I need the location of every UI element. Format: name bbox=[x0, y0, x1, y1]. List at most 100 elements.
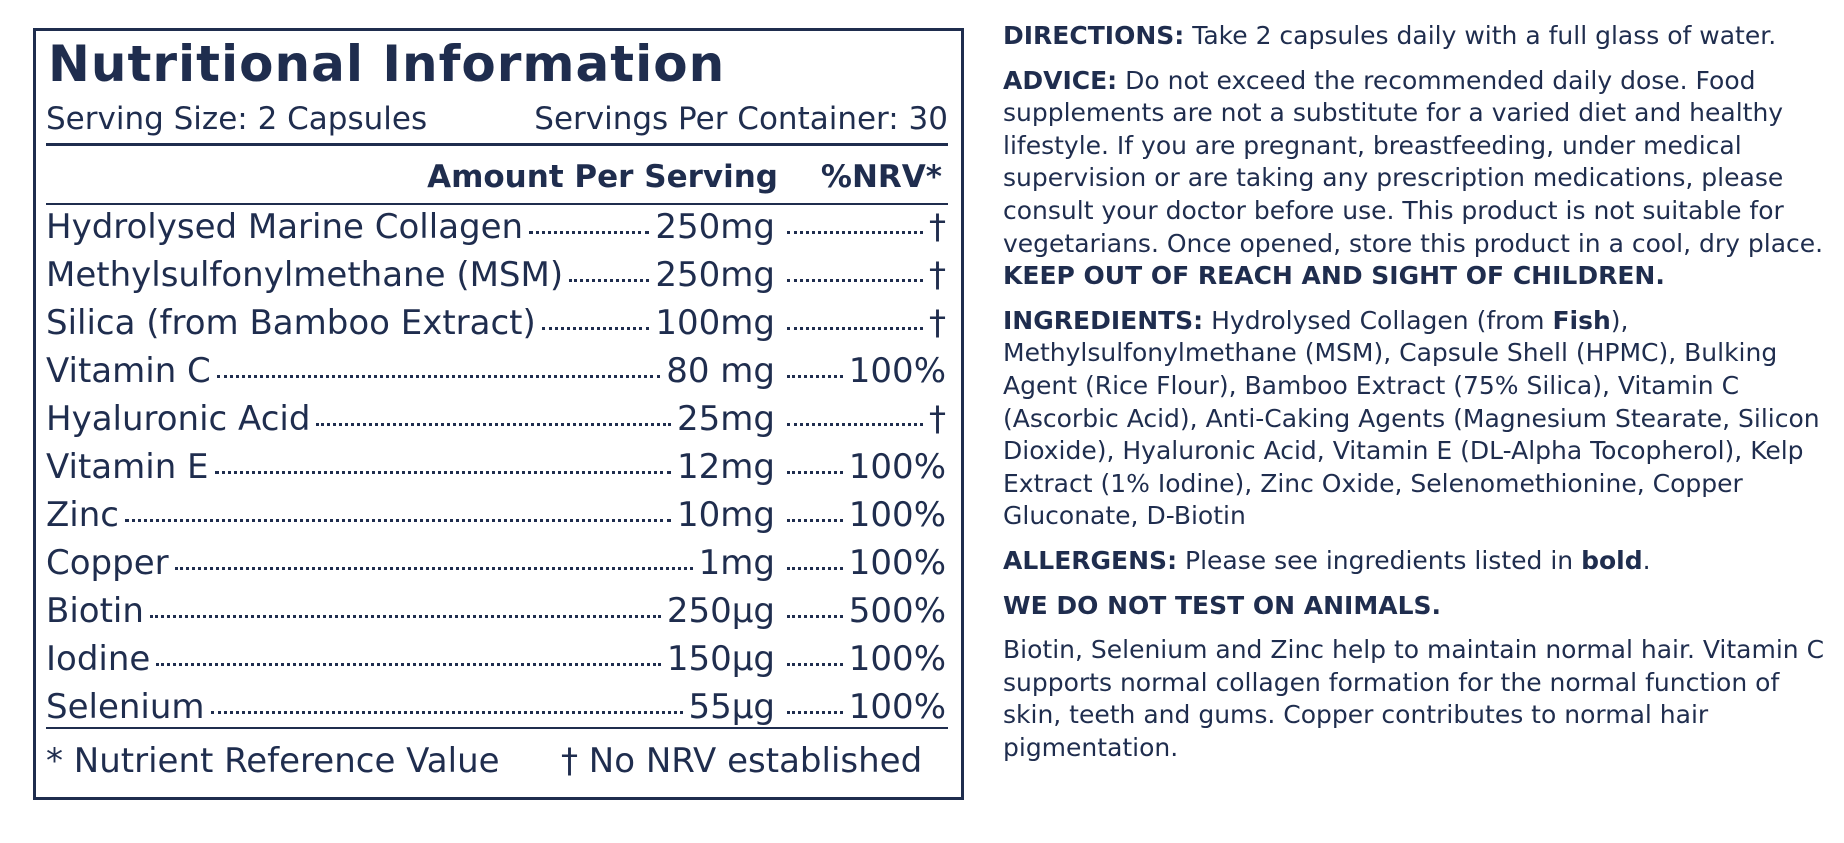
row-left: Biotin 250µg bbox=[46, 591, 775, 631]
row-right: † bbox=[775, 303, 946, 343]
bold-text: bold bbox=[1581, 545, 1643, 575]
nutrient-row: Selenium 55µg 100% bbox=[46, 687, 948, 735]
dot-leader bbox=[787, 615, 843, 618]
dot-leader bbox=[541, 327, 650, 330]
row-left: Copper 1mg bbox=[46, 543, 775, 583]
nutrient-row: Vitamin C 80 mg 100% bbox=[46, 351, 948, 399]
nutrient-nrv: 100% bbox=[848, 495, 946, 535]
nutrient-amount: 250µg bbox=[666, 591, 775, 631]
row-right: † bbox=[775, 255, 946, 295]
row-left: Zinc 10mg bbox=[46, 495, 775, 535]
nutrient-name: Vitamin E bbox=[46, 447, 209, 487]
serving-size: Serving Size: 2 Capsules bbox=[46, 101, 428, 137]
bold-text: KEEP OUT OF REACH AND SIGHT OF CHILDREN. bbox=[1003, 261, 1665, 291]
text-section: ALLERGENS: Please see ingredients listed… bbox=[1003, 545, 1831, 578]
dot-leader bbox=[787, 663, 843, 666]
text: Biotin, Selenium and Zinc help to mainta… bbox=[1003, 635, 1832, 762]
row-right: 100% bbox=[775, 495, 946, 535]
nutrient-nrv: 100% bbox=[848, 543, 946, 583]
dot-leader bbox=[787, 567, 843, 570]
row-left: Vitamin E 12mg bbox=[46, 447, 775, 487]
nutrient-name: Biotin bbox=[46, 591, 144, 631]
nutrient-name: Vitamin C bbox=[46, 351, 211, 391]
nutrient-amount: 1mg bbox=[698, 543, 775, 583]
row-left: Hyaluronic Acid 25mg bbox=[46, 399, 775, 439]
text: Please see ingredients listed in bbox=[1177, 545, 1582, 575]
dot-leader bbox=[787, 375, 843, 378]
row-right: 100% bbox=[775, 639, 946, 679]
nutrient-row: Methylsulfonylmethane (MSM) 250mg † bbox=[46, 255, 948, 303]
nutrient-name: Methylsulfonylmethane (MSM) bbox=[46, 255, 564, 295]
header-nrv: %NRV* bbox=[820, 159, 942, 195]
nutrient-nrv: † bbox=[929, 399, 946, 439]
header-amount: Amount Per Serving bbox=[427, 159, 778, 195]
nutrient-row: Zinc 10mg 100% bbox=[46, 495, 948, 543]
row-left: Hydrolysed Marine Collagen 250mg bbox=[46, 207, 775, 247]
dot-leader bbox=[787, 711, 843, 714]
bold-text: ALLERGENS: bbox=[1003, 545, 1178, 575]
nutrient-row: Vitamin E 12mg 100% bbox=[46, 447, 948, 495]
nutrient-name: Copper bbox=[46, 543, 169, 583]
nutrient-nrv: 100% bbox=[848, 639, 946, 679]
nutrient-row: Silica (from Bamboo Extract) 100mg † bbox=[46, 303, 948, 351]
dot-leader bbox=[529, 231, 650, 234]
footnote-dagger: † No NRV established bbox=[561, 741, 923, 781]
nutrient-name: Hydrolysed Marine Collagen bbox=[46, 207, 524, 247]
nutrient-name: Zinc bbox=[46, 495, 119, 535]
nutrient-nrv: 100% bbox=[848, 687, 946, 727]
dot-leader bbox=[156, 663, 661, 666]
nutrient-row: Hydrolysed Marine Collagen 250mg † bbox=[46, 207, 948, 255]
nutrient-rows: Hydrolysed Marine Collagen 250mg † Methylsu… bbox=[46, 207, 948, 735]
dot-leader bbox=[787, 519, 843, 522]
nutrient-row: Copper 1mg 100% bbox=[46, 543, 948, 591]
text: . bbox=[1642, 545, 1651, 575]
row-left: Vitamin C 80 mg bbox=[46, 351, 775, 391]
nutrient-name: Selenium bbox=[46, 687, 205, 727]
row-left: Methylsulfonylmethane (MSM) 250mg bbox=[46, 255, 775, 295]
text: ), Methylsulfonylmethane (MSM), Capsule … bbox=[1003, 305, 1828, 531]
text-section: ADVICE: Do not exceed the recommended da… bbox=[1003, 65, 1831, 293]
nutrient-amount: 10mg bbox=[677, 495, 775, 535]
nutrient-amount: 100mg bbox=[655, 303, 775, 343]
dot-leader bbox=[210, 711, 683, 714]
row-right: 100% bbox=[775, 543, 946, 583]
bold-text: Fish bbox=[1552, 305, 1611, 335]
bold-text: WE DO NOT TEST ON ANIMALS. bbox=[1003, 590, 1442, 620]
row-right: † bbox=[775, 399, 946, 439]
dot-leader bbox=[787, 327, 923, 330]
nutrient-amount: 55µg bbox=[688, 687, 775, 727]
dot-leader bbox=[216, 375, 661, 378]
text-section: Biotin, Selenium and Zinc help to mainta… bbox=[1003, 634, 1831, 764]
text-section: INGREDIENTS: Hydrolysed Collagen (from F… bbox=[1003, 305, 1831, 533]
dot-leader bbox=[787, 279, 923, 282]
bold-text: INGREDIENTS: bbox=[1003, 305, 1204, 335]
row-right: 500% bbox=[775, 591, 946, 631]
dot-leader bbox=[787, 231, 923, 234]
nutrient-amount: 150µg bbox=[666, 639, 775, 679]
nutrient-name: Iodine bbox=[46, 639, 151, 679]
column-header: Amount Per Serving %NRV* bbox=[46, 153, 948, 205]
footnotes: * Nutrient Reference Value † No NRV esta… bbox=[46, 727, 948, 781]
dot-leader bbox=[787, 471, 843, 474]
nutrient-amount: 250mg bbox=[655, 207, 775, 247]
bold-text: ADVICE: bbox=[1003, 65, 1118, 95]
nutrient-row: Iodine 150µg 100% bbox=[46, 639, 948, 687]
nutrient-nrv: † bbox=[929, 207, 946, 247]
panel-title: Nutritional Information bbox=[48, 35, 726, 93]
row-left: Selenium 55µg bbox=[46, 687, 775, 727]
servings-per-container: Servings Per Container: 30 bbox=[534, 101, 948, 137]
nutrient-row: Hyaluronic Acid 25mg † bbox=[46, 399, 948, 447]
row-right: 100% bbox=[775, 447, 946, 487]
dot-leader bbox=[316, 423, 672, 426]
nutrient-nrv: 100% bbox=[848, 447, 946, 487]
dot-leader bbox=[787, 423, 923, 426]
nutrient-amount: 250mg bbox=[655, 255, 775, 295]
row-right: 100% bbox=[775, 687, 946, 727]
text-section: WE DO NOT TEST ON ANIMALS. bbox=[1003, 590, 1831, 623]
row-left: Silica (from Bamboo Extract) 100mg bbox=[46, 303, 775, 343]
row-right: 100% bbox=[775, 351, 946, 391]
nutrient-amount: 25mg bbox=[677, 399, 775, 439]
nutrient-row: Biotin 250µg 500% bbox=[46, 591, 948, 639]
dot-leader bbox=[569, 279, 650, 282]
